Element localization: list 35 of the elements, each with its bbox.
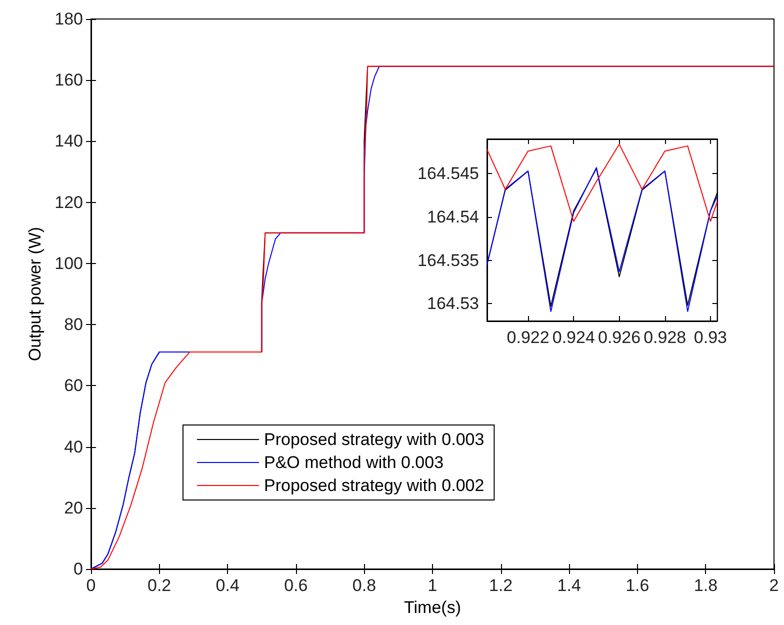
y-tick-label: 20 [64, 498, 83, 518]
y-axis-title: Output power (W) [26, 226, 45, 362]
y-tick-label: 164.53 [427, 294, 479, 314]
x-tick-label: 0.2 [147, 576, 172, 595]
x-axis-title: Time(s) [404, 598, 461, 617]
x-tick-label: 0.922 [506, 328, 550, 347]
y-tick-label: 100 [54, 254, 83, 273]
y-tick-label: 164.545 [418, 164, 479, 184]
x-tick-label: 1.4 [557, 576, 581, 595]
x-tick-label: 0 [86, 576, 96, 595]
x-tick-label: 0.8 [352, 576, 376, 595]
x-tick-label: 0.93 [694, 328, 728, 347]
x-tick-label: 0.4 [216, 576, 240, 595]
x-tick-label: 0.928 [644, 328, 686, 347]
x-tick-label: 2 [769, 576, 779, 595]
legend-label: P&O method with 0.003 [264, 453, 444, 472]
legend-label: Proposed strategy with 0.003 [264, 430, 484, 449]
y-tick-label: 60 [64, 376, 83, 396]
x-tick-label: 1 [428, 576, 438, 595]
y-tick-label: 164.535 [418, 250, 479, 270]
legend-label: Proposed strategy with 0.002 [264, 476, 484, 495]
x-tick-label: 0.6 [284, 576, 308, 595]
y-tick-label: 160 [54, 70, 83, 90]
y-tick-label: 0 [74, 560, 83, 578]
y-tick-label: 180 [54, 10, 83, 28]
y-tick-label: 164.54 [427, 208, 479, 226]
x-tick-label: 1.8 [694, 576, 718, 595]
y-tick-label: 140 [54, 132, 83, 151]
x-tick-label: 1.6 [626, 576, 650, 595]
x-tick-label: 0.926 [598, 328, 641, 347]
x-tick-label: 0.924 [552, 328, 595, 347]
x-tick-label: 1.2 [488, 576, 513, 595]
y-tick-label: 40 [64, 437, 83, 456]
y-tick-label: 120 [54, 192, 83, 212]
y-tick-label: 80 [64, 315, 83, 334]
